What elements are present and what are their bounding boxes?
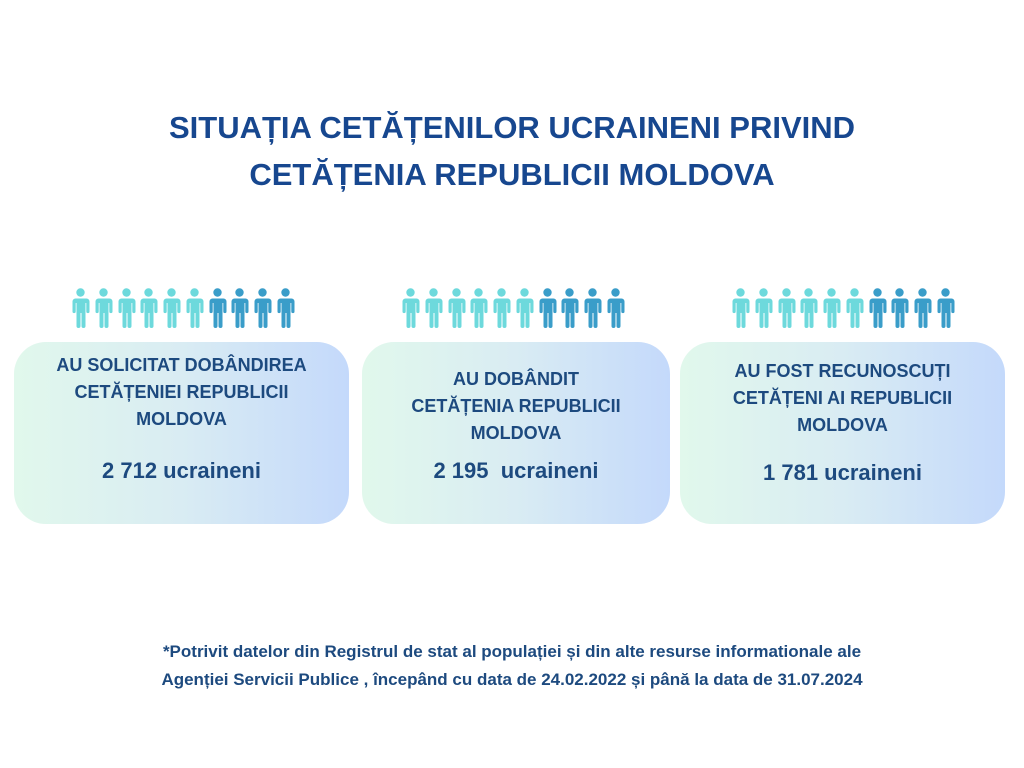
page-title-line-2: CETĂȚENIA REPUBLICII MOLDOVA [249,157,775,192]
card-title-line: MOLDOVA [470,423,562,443]
person-icon [539,288,557,328]
card-title-line: AU FOST RECUNOSCUȚI [734,361,951,381]
person-icon [755,288,773,328]
card-recognized: AU FOST RECUNOSCUȚI CETĂȚENI AI REPUBLIC… [680,342,1005,524]
person-icon [72,288,90,328]
card-title-line: MOLDOVA [136,409,227,429]
person-icon [470,288,488,328]
person-icon [846,288,864,328]
people-group-1 [70,284,296,328]
person-icon [118,288,136,328]
person-icon [140,288,158,328]
person-icon [163,288,181,328]
card-value: 2 712 ucraineni [102,458,261,483]
person-icon [584,288,602,328]
person-icon [914,288,932,328]
person-icon [448,288,466,328]
card-title-line: AU DOBÂNDIT [453,369,579,389]
people-group-3 [730,284,956,328]
person-icon [95,288,113,328]
card-value: 1 781 ucraineni [763,460,922,485]
page-title-line-1: SITUAȚIA CETĂȚENILOR UCRAINENI PRIVIND [168,110,856,145]
person-icon [254,288,272,328]
card-title-line: CETĂȚENIEI REPUBLICII [74,382,289,402]
person-icon [516,288,534,328]
person-icon [607,288,625,328]
person-icon [732,288,750,328]
card-acquired: AU DOBÂNDIT CETĂȚENIA REPUBLICII MOLDOVA… [362,342,670,524]
card-title-line: CETĂȚENIA REPUBLICII [411,396,621,416]
person-icon [209,288,227,328]
card-title-line: MOLDOVA [797,415,888,435]
person-icon [186,288,204,328]
person-icon [425,288,443,328]
card-requested: AU SOLICITAT DOBÂNDIREA CETĂȚENIEI REPUB… [14,342,349,524]
person-icon [937,288,955,328]
card-title: AU FOST RECUNOSCUȚI CETĂȚENI AI REPUBLIC… [690,358,995,439]
person-icon [493,288,511,328]
footnote: *Potrivit datelor din Registrul de stat … [0,638,1024,694]
person-icon [561,288,579,328]
person-icon [823,288,841,328]
card-title: AU DOBÂNDIT CETĂȚENIA REPUBLICII MOLDOVA [372,366,660,447]
card-value: 2 195 ucraineni [433,458,599,483]
person-icon [402,288,420,328]
card-title-line: AU SOLICITAT DOBÂNDIREA [56,355,307,375]
footnote-line-1: *Potrivit datelor din Registrul de stat … [162,642,862,661]
person-icon [891,288,909,328]
people-group-2 [400,284,626,328]
person-icon [869,288,887,328]
person-icon [231,288,249,328]
person-icon [800,288,818,328]
person-icon [778,288,796,328]
card-title-line: CETĂȚENI AI REPUBLICII [732,388,953,408]
person-icon [277,288,295,328]
footnote-line-2: Agenției Servicii Publice , începând cu … [161,670,863,689]
card-title: AU SOLICITAT DOBÂNDIREA CETĂȚENIEI REPUB… [24,352,339,433]
